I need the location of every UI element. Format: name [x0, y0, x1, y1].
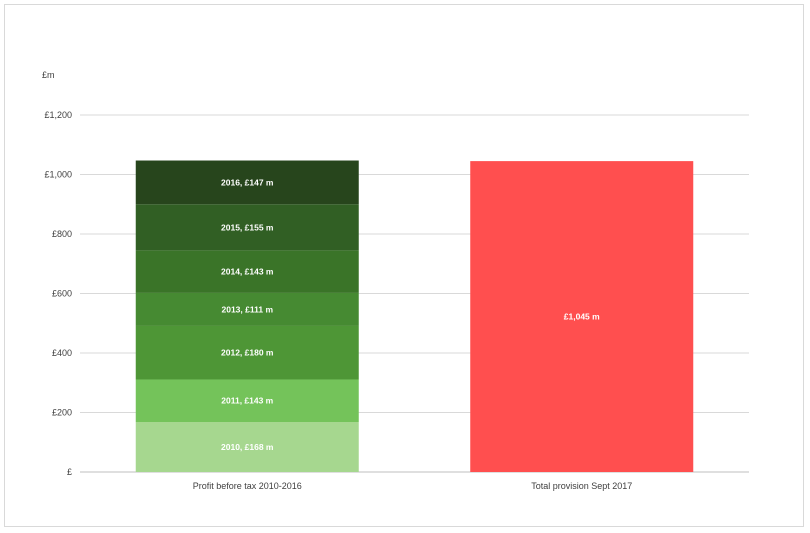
y-tick-label: £1,200 — [44, 110, 72, 120]
y-tick-label: £1,000 — [44, 170, 72, 180]
data-label: 2010, £168 m — [221, 442, 274, 452]
x-category-label: Total provision Sept 2017 — [531, 481, 632, 491]
bar-segment — [135, 292, 359, 326]
y-tick-label: £400 — [52, 348, 72, 358]
y-tick-label: £600 — [52, 289, 72, 299]
data-label: £1,045 m — [564, 312, 600, 322]
data-label: 2014, £143 m — [221, 267, 274, 277]
y-tick-label: £800 — [52, 229, 72, 239]
bars: 2010, £168 m 2011, £143 m 2012, £180 m 2013… — [135, 160, 694, 473]
bar-segment — [135, 325, 359, 380]
bar-segment — [135, 379, 359, 423]
x-axis-labels: Profit before tax 2010-2016 Total provisi… — [193, 481, 633, 491]
bar-segment — [470, 161, 694, 473]
data-label: 2011, £143 m — [221, 396, 273, 406]
y-axis-ticks: £ £200 £400 £600 £800 £1,000 £1,200 — [44, 110, 72, 477]
data-label: 2013, £111 m — [221, 304, 273, 314]
y-tick-label: £ — [67, 467, 72, 477]
y-tick-label: £200 — [52, 408, 72, 418]
bar-segment — [135, 422, 359, 472]
bar-segment — [135, 250, 359, 293]
y-axis-unit-label: £m — [42, 70, 55, 80]
bar-segment — [135, 160, 359, 205]
data-label: 2016, £147 m — [221, 177, 274, 187]
x-category-label: Profit before tax 2010-2016 — [193, 481, 302, 491]
bar-segment — [135, 204, 359, 251]
data-label: 2012, £180 m — [221, 348, 274, 358]
data-label: 2015, £155 m — [221, 222, 274, 232]
